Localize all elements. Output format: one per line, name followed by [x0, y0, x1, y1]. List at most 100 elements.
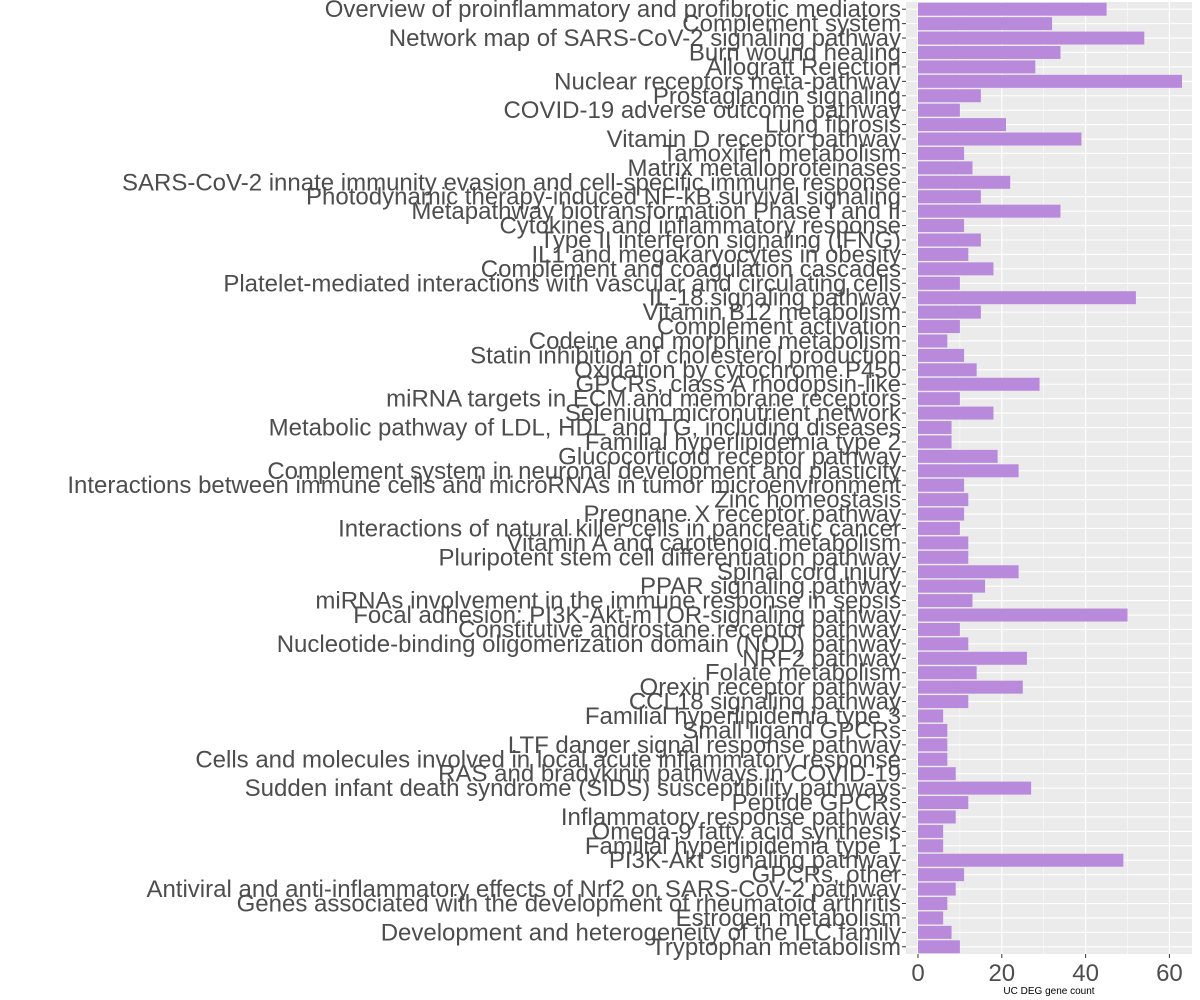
category-label: Burn wound healing — [689, 39, 901, 66]
bar — [918, 377, 1040, 391]
bar — [918, 810, 956, 824]
category-labels: Overview of proinflammatory and profibro… — [67, 0, 906, 961]
category-label: Estrogen metabolism — [676, 905, 901, 932]
category-label: Photodynamic therapy-induced NF-kB survi… — [306, 184, 901, 211]
category-label: Prostaglandin signaling — [653, 83, 901, 110]
bar — [918, 651, 1027, 665]
category-label: Peptide GPCRs — [732, 790, 901, 817]
category-label: Allograft Rejection — [706, 54, 901, 81]
category-label: Vitamin D receptor pathway — [607, 126, 901, 153]
category-label: Metapathway biotransformation Phase I an… — [411, 198, 901, 225]
bar — [918, 118, 1006, 132]
bar — [918, 320, 960, 334]
category-label: Development and heterogeneity of the ILC… — [381, 919, 901, 946]
bar — [918, 622, 960, 636]
bar — [918, 839, 944, 853]
category-label: Pregnane X receptor pathway — [583, 501, 901, 528]
bar — [918, 175, 1011, 189]
bars — [918, 2, 1182, 954]
category-label: Familial hyperlipidemia type 1 — [585, 833, 901, 860]
bar — [918, 911, 944, 925]
bar — [918, 781, 1032, 795]
category-label: Omega-9 fatty acid synthesis — [592, 818, 901, 845]
bar — [918, 406, 994, 420]
bar — [918, 608, 1128, 622]
category-label: Oxidation by cytochrome P450 — [574, 357, 901, 384]
category-label: Complement system in neuronal developmen… — [267, 458, 901, 485]
bar — [918, 507, 965, 521]
bar — [918, 493, 969, 507]
category-label: Pluripotent stem cell differentiation pa… — [439, 544, 901, 571]
bar — [918, 31, 1145, 45]
category-label: Inflammatory response pathway — [561, 804, 901, 831]
bar — [918, 680, 1023, 694]
bar — [918, 276, 960, 290]
category-label: RAS and bradykinin pathways in COVID-19 — [438, 761, 901, 788]
bar — [918, 204, 1061, 218]
category-label: Metabolic pathway of LDL, HDL and TG, in… — [269, 415, 901, 442]
x-tick-label: 20 — [988, 960, 1015, 987]
bar — [918, 262, 994, 276]
bar — [918, 594, 973, 608]
bar — [918, 868, 965, 882]
bar — [918, 435, 952, 449]
category-label: Nucleotide-binding oligomerization domai… — [277, 631, 901, 658]
bar — [918, 2, 1107, 16]
bar — [918, 132, 1082, 146]
category-label: Complement and coagulation cascades — [481, 256, 901, 283]
x-tick-label: 40 — [1072, 960, 1099, 987]
bar — [918, 565, 1019, 579]
category-label: Type II interferon signaling (IFNG) — [540, 227, 901, 254]
bar — [918, 219, 965, 233]
x-tick-label: 0 — [911, 960, 924, 987]
bar — [918, 449, 998, 463]
bar — [918, 74, 1182, 88]
category-label: Vitamin A and carotenoid metabolism — [507, 530, 901, 557]
category-label: Zinc homeostasis — [714, 487, 901, 514]
bar — [918, 897, 948, 911]
category-label: PI3K-Akt signaling pathway — [609, 847, 901, 874]
bar — [918, 925, 952, 939]
category-label: Spinal cord injury — [717, 559, 901, 586]
bar — [918, 536, 969, 550]
category-label: CCL18 signaling pathway — [629, 689, 901, 716]
category-label: Glucocorticoid receptor pathway — [558, 443, 901, 470]
bar — [918, 940, 960, 954]
x-tick-label: 60 — [1156, 960, 1183, 987]
category-label: Complement activation — [657, 314, 901, 341]
category-label: IL-18 signaling pathway — [649, 285, 901, 312]
bar — [918, 161, 973, 175]
category-label: Cells and molecules involved in local ac… — [195, 746, 901, 773]
bar — [918, 17, 1053, 31]
category-label: Network map of SARS-CoV-2 signaling path… — [389, 25, 901, 52]
category-label: LTF danger signal response pathway — [508, 732, 901, 759]
category-label: miRNAs involvement in the immune respons… — [315, 588, 901, 615]
bar — [918, 305, 981, 319]
bar — [918, 103, 960, 117]
bar — [918, 146, 965, 160]
category-label: NRF2 pathway — [742, 645, 901, 672]
category-label: Matrix metalloproteinases — [628, 155, 901, 182]
category-label: Familial hyperlipidemia type 3 — [585, 703, 901, 730]
category-label: IL1 and megakaryocytes in obesity — [531, 241, 901, 268]
category-label: GPCRs, class A rhodopsin-like — [576, 371, 901, 398]
bar — [918, 824, 944, 838]
category-label: Tamoxifen metabolism — [662, 140, 901, 167]
category-label: COVID-19 adverse outcome pathway — [503, 97, 901, 124]
bar — [918, 60, 1036, 74]
bar — [918, 579, 986, 593]
category-label: Constitutive androstane receptor pathway — [458, 616, 901, 643]
bar — [918, 334, 948, 348]
bar — [918, 89, 981, 103]
bar — [918, 752, 948, 766]
category-label: Genes associated with the development of… — [237, 891, 901, 918]
bar — [918, 767, 956, 781]
bar — [918, 233, 981, 247]
category-label: Statin inhibition of cholesterol product… — [470, 342, 901, 369]
x-axis: 0 20 40 60 — [911, 954, 1183, 987]
category-label: Lung fibrosis — [765, 112, 901, 139]
bar — [918, 421, 952, 435]
bar — [918, 348, 965, 362]
x-axis-title: UC DEG gene count — [1003, 986, 1094, 997]
category-label: Folate metabolism — [705, 660, 901, 687]
